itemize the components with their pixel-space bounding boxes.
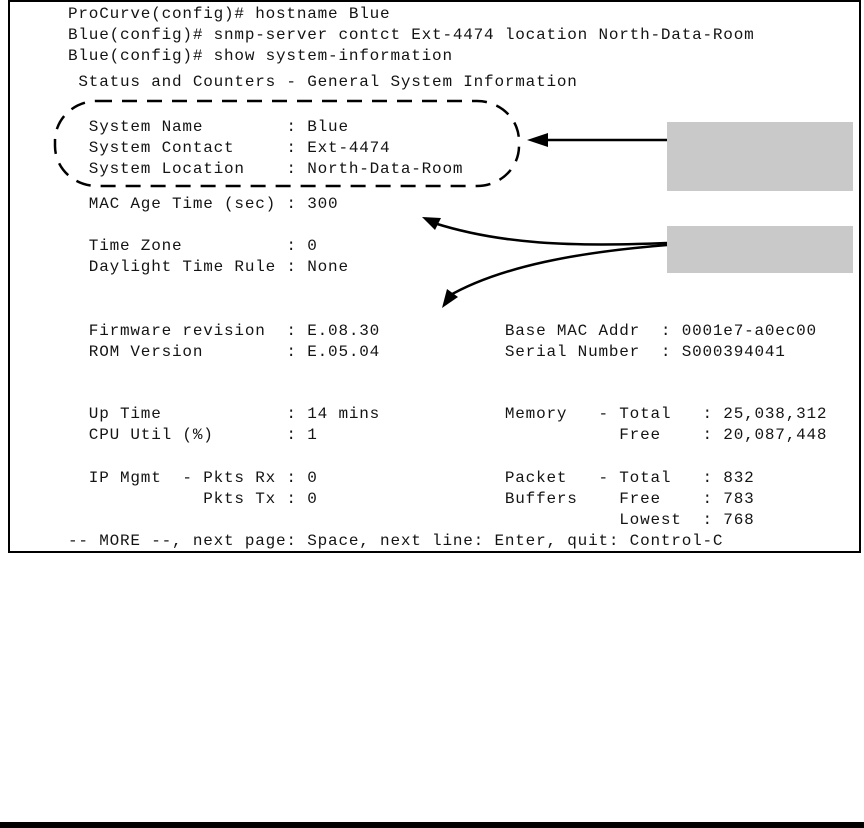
console-line: -- MORE --, next page: Space, next line:… xyxy=(68,532,724,550)
console-line: ProCurve(config)# hostname Blue xyxy=(68,5,391,23)
console-screen-frame xyxy=(8,0,861,553)
console-line: MAC Age Time (sec) : 300 xyxy=(68,195,339,213)
console-line: Daylight Time Rule : None xyxy=(68,258,349,276)
console-line: ROM Version : E.05.04 Serial Number : S0… xyxy=(68,343,786,361)
console-line: Firmware revision : E.08.30 Base MAC Add… xyxy=(68,322,817,340)
console-line: Up Time : 14 mins Memory - Total : 25,03… xyxy=(68,405,828,423)
callout-box-1 xyxy=(667,122,853,191)
console-line: Blue(config)# snmp-server contct Ext-447… xyxy=(68,26,755,44)
console-line: Blue(config)# show system-information xyxy=(68,47,453,65)
callout-box-2 xyxy=(667,226,853,273)
console-line: Pkts Tx : 0 Buffers Free : 783 xyxy=(68,490,755,508)
console-line: CPU Util (%) : 1 Free : 20,087,448 xyxy=(68,426,828,444)
console-line: System Contact : Ext-4474 xyxy=(68,139,391,157)
console-line: Time Zone : 0 xyxy=(68,237,318,255)
console-line: IP Mgmt - Pkts Rx : 0 Packet - Total : 8… xyxy=(68,469,755,487)
console-lines: ProCurve(config)# hostname Blue Blue(conf… xyxy=(68,5,828,550)
console-line: System Location : North-Data-Room xyxy=(68,160,464,178)
console-line: Status and Counters - General System Inf… xyxy=(68,73,578,91)
console-line: Lowest : 768 xyxy=(68,511,755,529)
console-line: System Name : Blue xyxy=(68,118,349,136)
page-bottom-rule xyxy=(0,822,864,828)
